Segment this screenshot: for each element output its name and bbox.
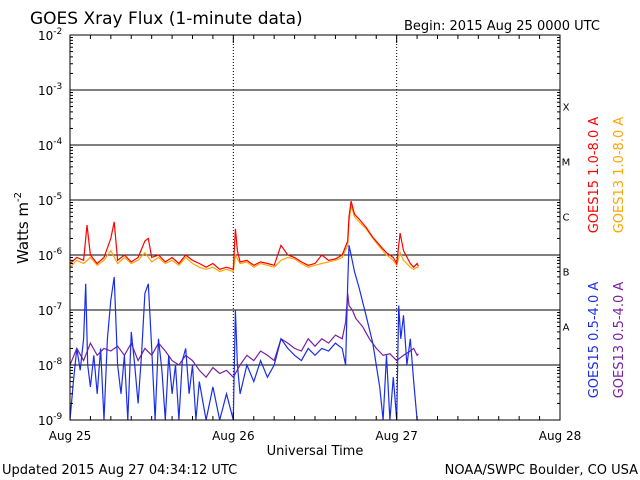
- y-tick-exponent-7: -9: [53, 412, 62, 422]
- flare-class-B: B: [563, 268, 570, 279]
- y-tick-mantissa-2: 10: [38, 139, 53, 153]
- flare-class-X: X: [563, 103, 570, 114]
- flare-class-C: C: [563, 213, 570, 224]
- footer-updated: Updated 2015 Aug 27 04:34:12 UTC: [2, 463, 237, 478]
- chart-title: GOES Xray Flux (1-minute data): [30, 9, 303, 29]
- x-tick-label-0: Aug 25: [49, 429, 92, 443]
- x-tick-label-1: Aug 26: [212, 429, 255, 443]
- legend-entry-1: GOES15 1.0-8.0 A: [587, 117, 602, 234]
- y-tick-exponent-5: -7: [53, 302, 62, 312]
- y-tick-mantissa-4: 10: [38, 249, 53, 263]
- y-tick-label-4: 10-6: [38, 247, 63, 263]
- y-tick-label-6: 10-8: [38, 357, 63, 373]
- x-tick-label-2: Aug 27: [375, 429, 418, 443]
- y-tick-mantissa-5: 10: [38, 304, 53, 318]
- y-tick-exponent-3: -5: [53, 192, 62, 202]
- series-line-0: [69, 205, 419, 273]
- y-tick-exponent-6: -8: [53, 357, 62, 367]
- y-tick-label-2: 10-4: [38, 137, 63, 153]
- y-tick-exponent-2: -4: [53, 137, 62, 147]
- flare-class-M: M: [562, 158, 571, 169]
- legend-entry-2: GOES13 0.5-4.0 A: [612, 282, 627, 399]
- y-tick-mantissa-0: 10: [38, 29, 53, 43]
- legend-entry-3: GOES15 0.5-4.0 A: [587, 282, 602, 399]
- y-tick-mantissa-7: 10: [38, 414, 53, 428]
- flare-class-labels: X M C B A: [562, 103, 571, 334]
- y-tick-label-3: 10-5: [38, 192, 62, 208]
- x-tick-label-3: Aug 28: [539, 429, 582, 443]
- begin-label: Begin: 2015 Aug 25 0000 UTC: [404, 19, 600, 34]
- y-axis-label-text: Watts m: [14, 202, 32, 264]
- y-tick-label-7: 10-9: [38, 412, 63, 428]
- y-tick-mantissa-3: 10: [38, 194, 53, 208]
- series-line-1: [69, 201, 419, 271]
- y-tick-exponent-0: -2: [53, 27, 62, 37]
- x-axis-label: Universal Time: [267, 444, 364, 459]
- y-axis-ticks: 10-210-310-410-510-610-710-810-9: [38, 27, 560, 428]
- y-tick-exponent-4: -6: [53, 247, 62, 257]
- y-tick-exponent-1: -3: [53, 82, 62, 92]
- x-axis-ticks: Aug 25 Aug 26 Aug 27 Aug 28: [49, 35, 582, 443]
- y-axis-label: Watts m-2: [13, 192, 32, 264]
- legend: GOES15 1.0-8.0 A GOES13 1.0-8.0 A GOES15 0…: [587, 117, 627, 399]
- y-tick-label-0: 10-2: [38, 27, 62, 43]
- y-axis-label-exponent: -2: [13, 192, 24, 202]
- y-tick-label-1: 10-3: [38, 82, 62, 98]
- legend-entry-0: GOES13 1.0-8.0 A: [612, 117, 627, 234]
- y-tick-mantissa-1: 10: [38, 84, 53, 98]
- y-tick-mantissa-6: 10: [38, 359, 53, 373]
- y-tick-label-5: 10-7: [38, 302, 62, 318]
- data-gap-markers: [232, 35, 398, 420]
- flare-class-A: A: [563, 323, 570, 334]
- footer-credit: NOAA/SWPC Boulder, CO USA: [445, 463, 638, 478]
